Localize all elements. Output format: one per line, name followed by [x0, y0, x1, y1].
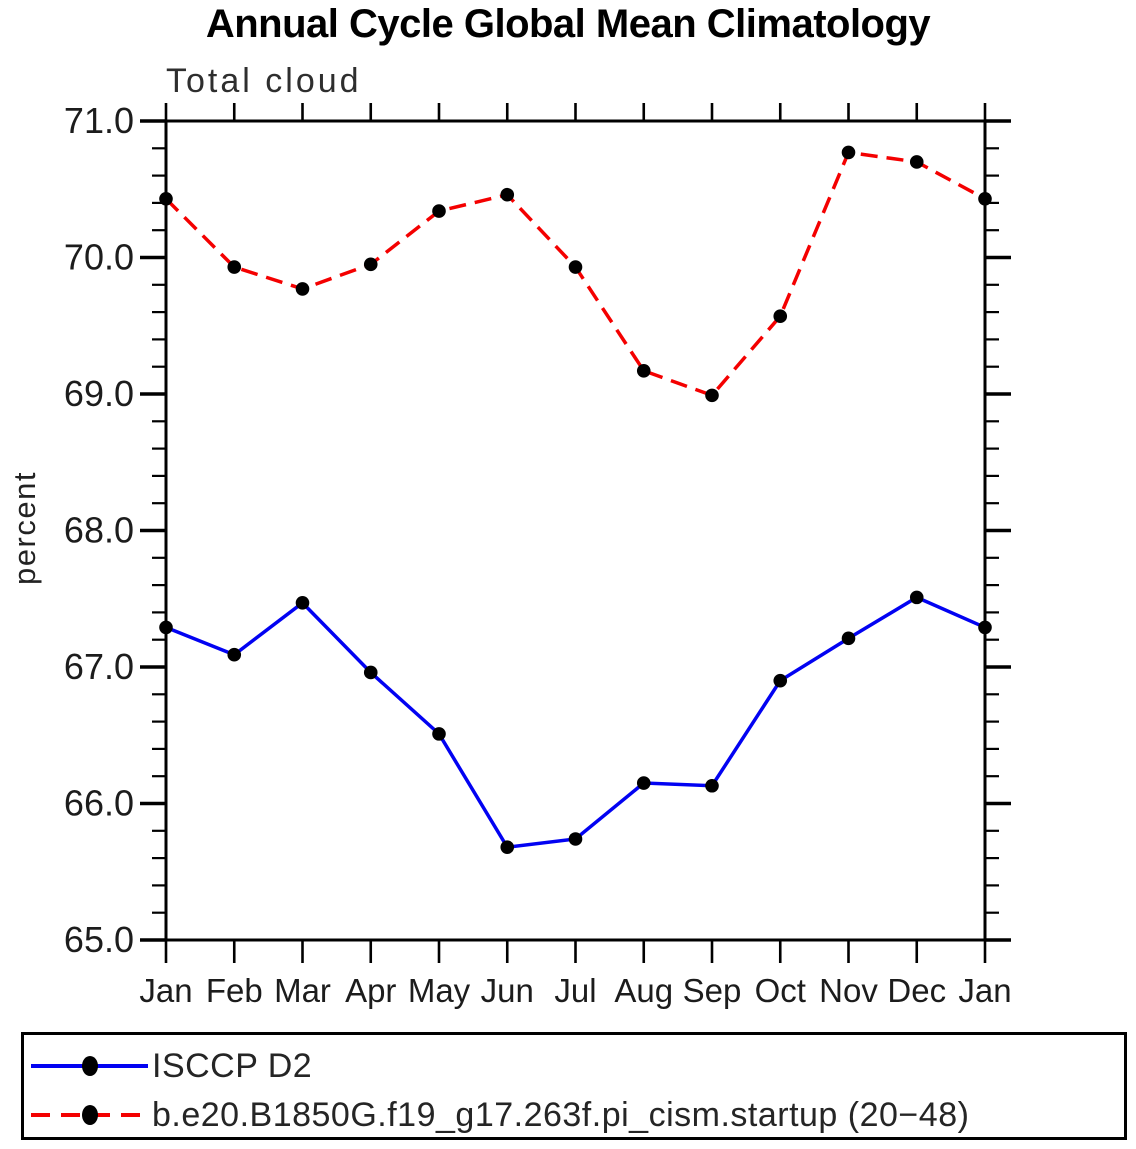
x-tick-label: May — [408, 972, 471, 1009]
legend-label: ISCCP D2 — [152, 1046, 313, 1085]
data-point — [909, 155, 924, 169]
legend-item-model: b.e20.B1850G.f19_g17.263f.pi_cism.startu… — [27, 1095, 1124, 1135]
x-tick-label: Jan — [958, 972, 1011, 1009]
legend-item-isccp: ISCCP D2 — [27, 1046, 1124, 1086]
y-tick-label: 66.0 — [64, 783, 134, 824]
legend-label: b.e20.B1850G.f19_g17.263f.pi_cism.startu… — [152, 1095, 970, 1134]
y-tick-label: 69.0 — [64, 373, 134, 414]
y-tick-label: 71.0 — [64, 100, 134, 141]
x-tick-label: Jan — [139, 972, 192, 1009]
data-point — [432, 204, 446, 218]
data-point — [909, 590, 924, 605]
data-point — [363, 665, 378, 680]
legend-marker-dot — [82, 1105, 98, 1125]
series-line-1 — [164, 150, 986, 398]
y-tick-label: 68.0 — [64, 510, 134, 551]
data-point — [159, 620, 173, 635]
data-point — [432, 727, 446, 741]
data-point — [568, 260, 583, 274]
y-tick-label: 70.0 — [64, 237, 134, 278]
data-point — [636, 363, 651, 378]
x-tick-label: Jun — [481, 972, 534, 1009]
series-line-0 — [165, 595, 986, 850]
x-tick-label: Feb — [206, 972, 263, 1009]
data-point — [227, 260, 242, 274]
data-point — [159, 192, 173, 206]
x-tick-label: Sep — [683, 972, 742, 1009]
y-tick-label: 67.0 — [64, 646, 134, 687]
x-tick-label: Mar — [274, 972, 331, 1009]
x-tick-label: Nov — [819, 972, 878, 1009]
data-point — [568, 832, 583, 846]
plot-frame — [164, 119, 987, 942]
data-point — [500, 840, 515, 854]
data-point — [705, 778, 719, 793]
data-point — [841, 145, 856, 160]
data-point — [227, 647, 242, 662]
data-point — [295, 596, 310, 610]
data-point — [500, 187, 515, 202]
legend-box: ISCCP D2 b.e20.B1850G.f19_g17.263f.pi_ci… — [21, 1032, 1127, 1140]
legend-swatch-solid — [31, 1056, 148, 1076]
x-tick-label: Dec — [887, 972, 946, 1009]
data-point — [773, 673, 788, 688]
y-tick-label: 65.0 — [64, 919, 134, 960]
x-tick-label: Jul — [554, 972, 596, 1009]
x-tick-label: Apr — [345, 972, 396, 1009]
data-point — [363, 257, 378, 272]
data-point — [978, 620, 992, 635]
chart-title: Annual Cycle Global Mean Climatology — [205, 2, 931, 46]
data-point — [705, 388, 719, 403]
data-point — [636, 776, 651, 790]
legend-swatch-dashed — [31, 1105, 148, 1125]
data-point — [773, 309, 788, 323]
plot-area: 65.0 66.0 67.0 68.0 69.0 70.0 71.0 Jan Feb Mar Apr… — [64, 100, 1012, 1009]
x-tick-label: Aug — [614, 972, 673, 1009]
x-tick-label: Oct — [755, 972, 806, 1009]
data-point — [295, 282, 310, 296]
data-point — [841, 631, 856, 646]
chart-subtitle: Total cloud — [166, 62, 362, 100]
data-point — [978, 192, 992, 206]
legend-marker-dot — [82, 1056, 98, 1076]
